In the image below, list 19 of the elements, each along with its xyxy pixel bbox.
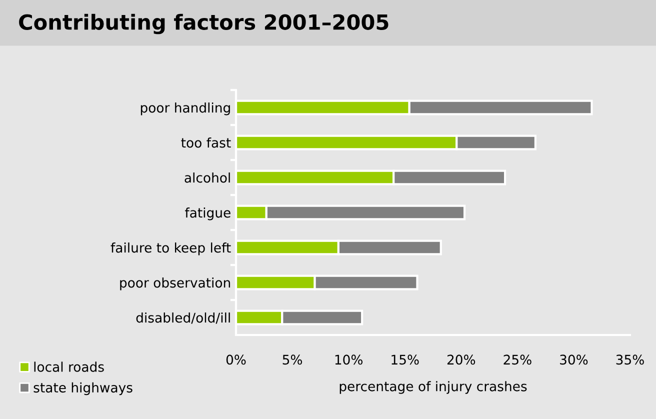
legend-label: state highways bbox=[34, 382, 132, 396]
x-tick-label: 35% bbox=[616, 354, 644, 365]
x-tick-label: 25% bbox=[504, 354, 532, 365]
x-tick-label: 20% bbox=[447, 354, 476, 365]
chart-title: Contributing factors 2001–2005 bbox=[19, 14, 388, 34]
x-tick-label: 0% bbox=[226, 354, 246, 365]
y-tick-label: too fast bbox=[181, 137, 231, 148]
legend-label: local roads bbox=[34, 362, 104, 372]
y-tick-label: alcohol bbox=[184, 172, 230, 183]
x-axis-title: percentage of injury crashes bbox=[340, 381, 527, 394]
y-tick-label: fatigue bbox=[185, 207, 230, 220]
y-tick-label: disabled/old/ill bbox=[136, 312, 230, 324]
y-tick-label: poor handling bbox=[140, 102, 230, 116]
x-tick-label: 5% bbox=[282, 354, 302, 365]
x-tick-label: 15% bbox=[392, 354, 419, 365]
y-tick-label: poor observation bbox=[120, 277, 230, 290]
y-tick-label: failure to keep left bbox=[110, 242, 231, 256]
x-tick-label: 10% bbox=[335, 354, 363, 365]
x-tick-label: 30% bbox=[560, 354, 588, 365]
